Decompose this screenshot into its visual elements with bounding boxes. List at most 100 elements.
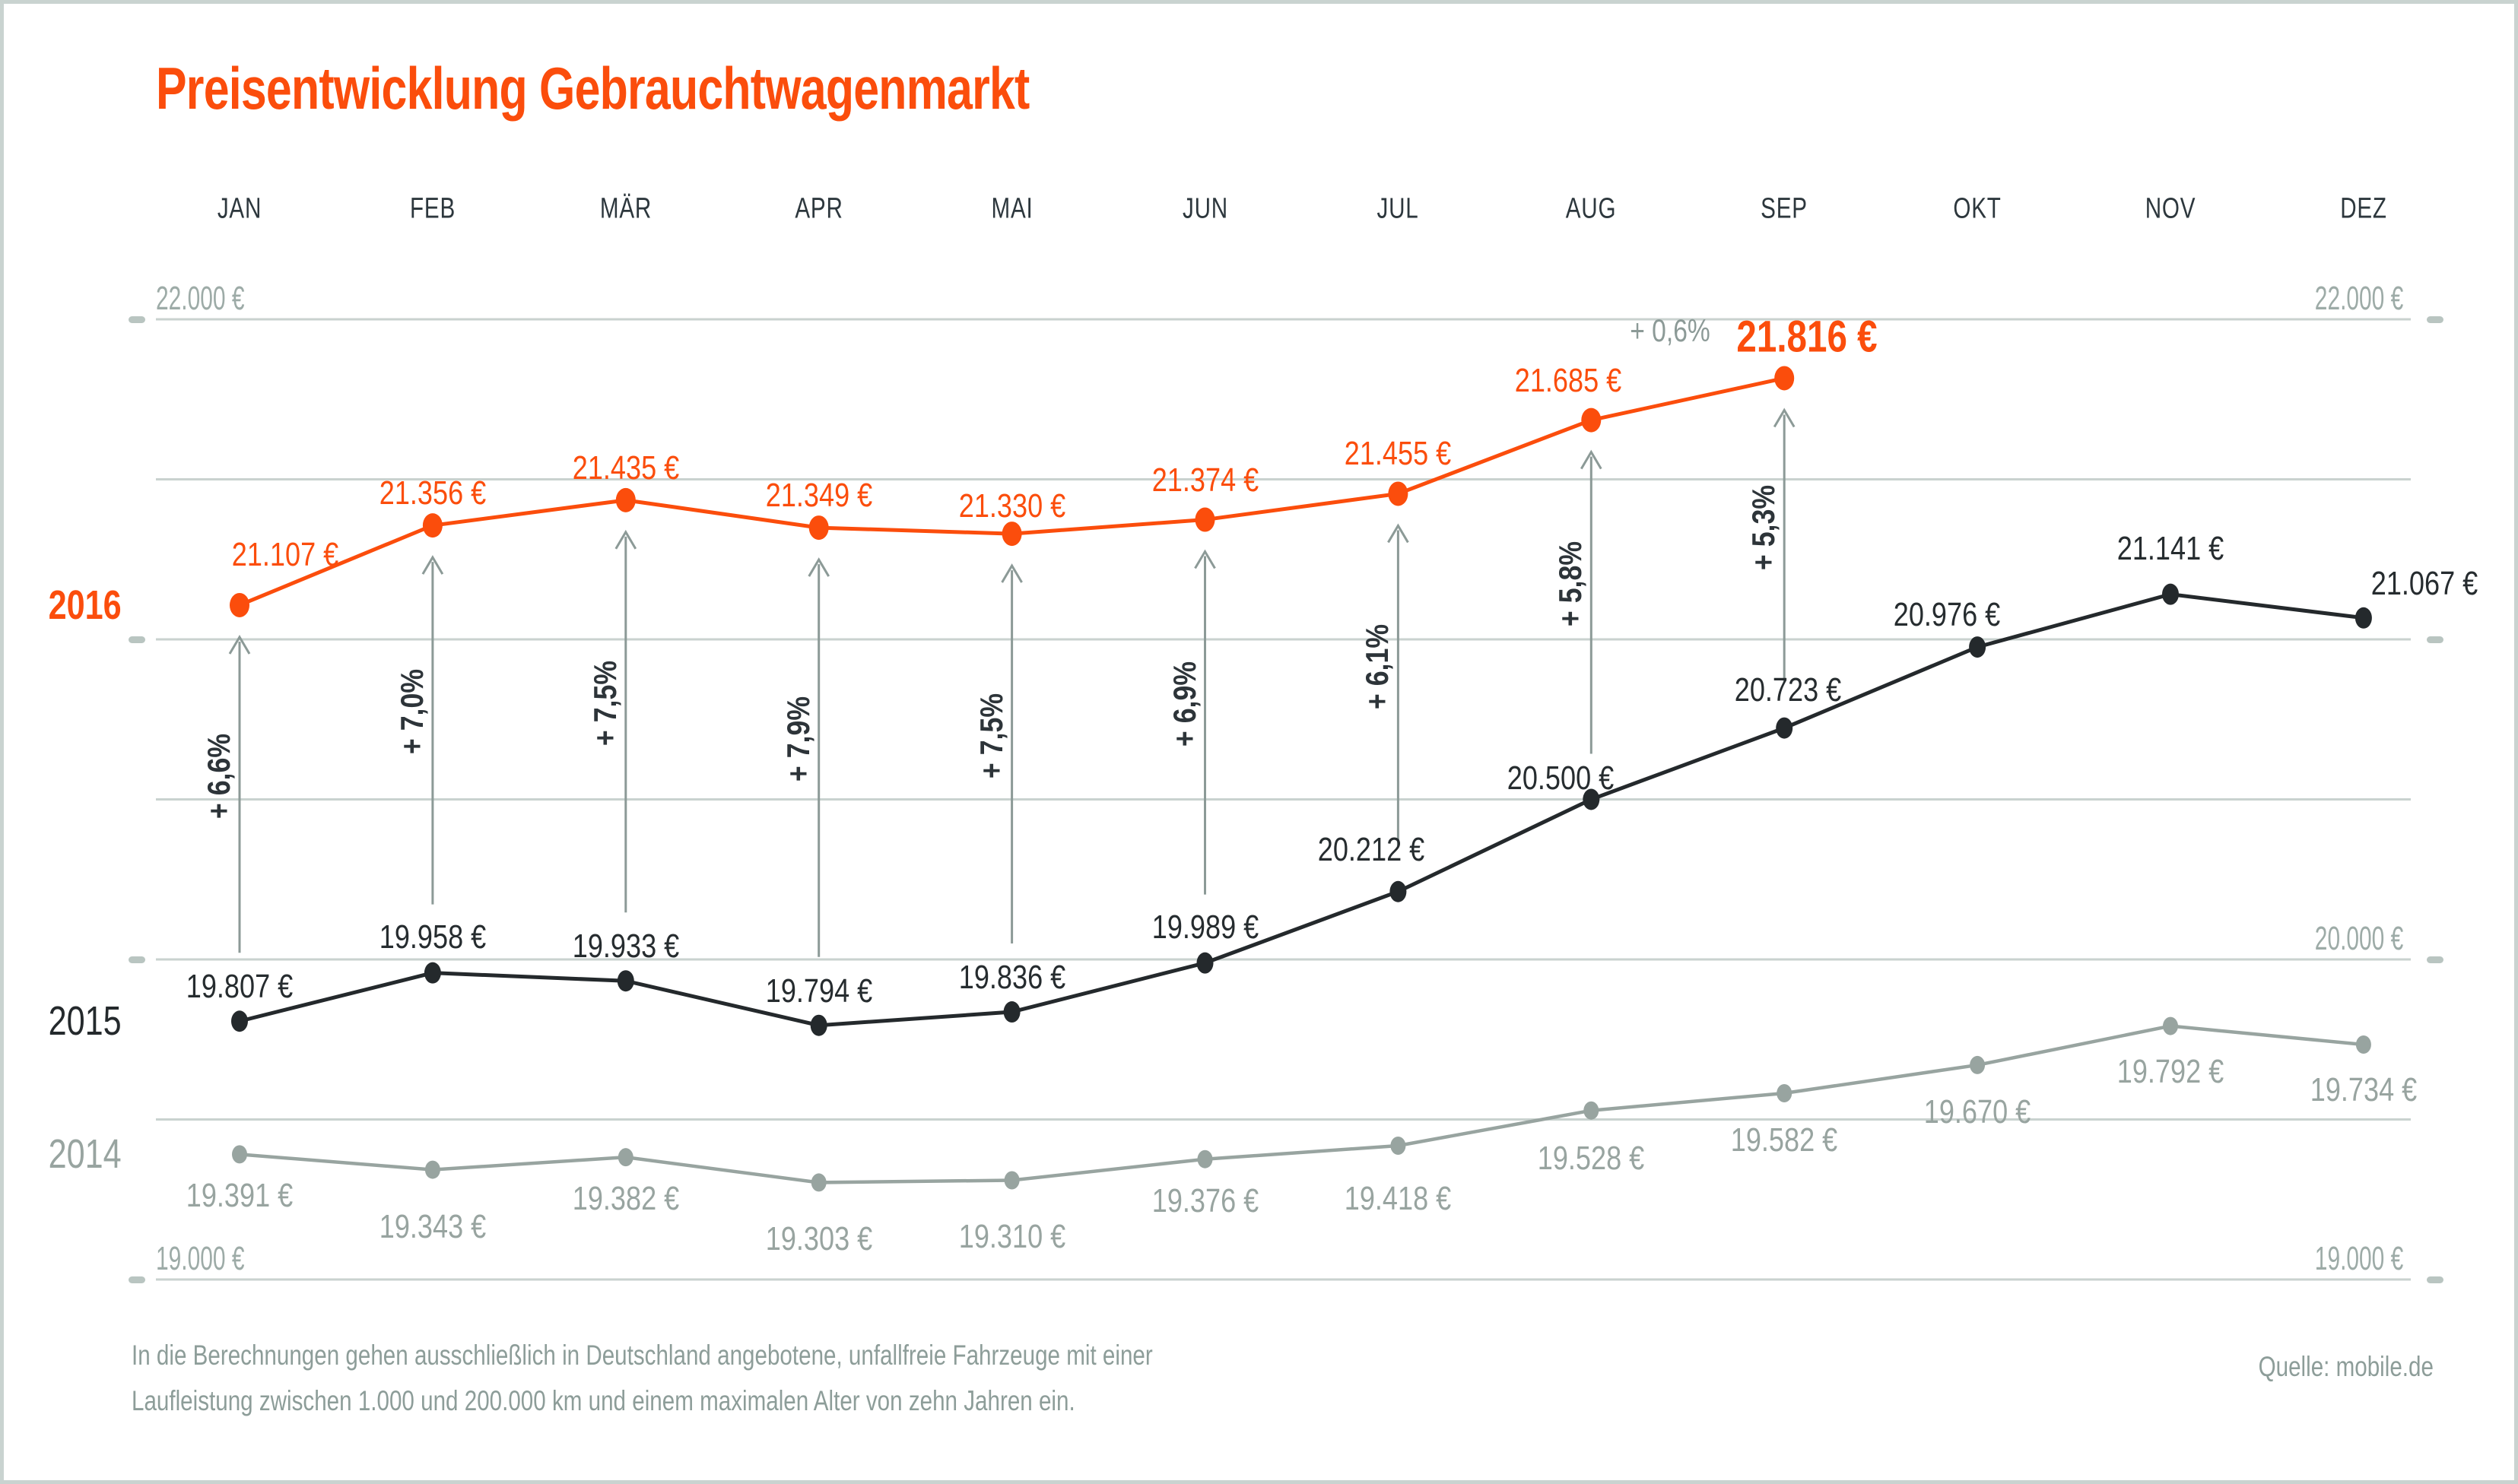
yoy-percent-label: + 6,6% — [201, 733, 237, 819]
footnote: In die Berechnungen gehen ausschließlich… — [132, 1333, 1153, 1424]
month-label-DEZ: DEZ — [2340, 192, 2387, 225]
yoy-arrow-head — [421, 555, 444, 575]
yoy-percent-label: + 7,0% — [393, 669, 430, 755]
point-2016-JAN — [230, 592, 249, 617]
value-label-2016-APR: 21.349 € — [765, 477, 872, 515]
axis-label-left: 19.000 € — [156, 1240, 245, 1277]
point-2015-APR — [810, 1014, 827, 1036]
point-2015-NOV — [2162, 583, 2179, 605]
point-2016-JUN — [1195, 507, 1215, 532]
value-label-2015-DEZ: 21.067 € — [2370, 564, 2478, 602]
axis-tick-left — [129, 956, 145, 963]
value-label-2015-FEB: 19.958 € — [379, 918, 487, 956]
yoy-percent-label: + 5,3% — [1745, 484, 1782, 570]
series-label-2015: 2015 — [48, 998, 122, 1044]
line-2014 — [239, 1024, 2364, 1184]
point-2016-FEB — [422, 513, 443, 538]
point-2016-APR — [808, 515, 829, 541]
value-label-2014-MAI: 19.310 € — [958, 1218, 1065, 1256]
month-label-FEB: FEB — [409, 192, 456, 225]
value-label-2016-JUL: 21.455 € — [1345, 435, 1452, 473]
value-label-2015-JUN: 19.989 € — [1151, 908, 1259, 946]
axis-tick-right — [2427, 956, 2443, 963]
yoy-arrow-head — [808, 557, 830, 577]
value-label-2014-FEB: 19.343 € — [379, 1207, 487, 1245]
value-label-2015-MAI: 19.836 € — [958, 959, 1065, 997]
value-label-2015-SEP: 20.723 € — [1734, 671, 1842, 709]
yoy-arrow-head — [1580, 449, 1602, 470]
yoy-percent-label: + 7,9% — [780, 696, 816, 782]
value-label-2014-DEZ: 19.734 € — [2310, 1070, 2418, 1108]
point-2015-DEZ — [2354, 607, 2372, 629]
value-label-2016-JAN: 21.107 € — [231, 535, 339, 573]
value-label-2014-AUG: 19.528 € — [1538, 1139, 1645, 1177]
page-title: Preisentwicklung Gebrauchtwagenmarkt — [156, 55, 1030, 122]
value-label-2014-NOV: 19.792 € — [2116, 1052, 2224, 1090]
month-label-SEP: SEP — [1761, 192, 1808, 225]
point-2015-JUN — [1196, 952, 1214, 974]
yoy-arrow-head — [1387, 523, 1409, 544]
value-label-2014-JUN: 19.376 € — [1151, 1181, 1259, 1219]
value-label-2015-AUG: 20.500 € — [1507, 759, 1615, 797]
yoy-arrow-head — [614, 529, 637, 550]
month-label-AUG: AUG — [1566, 192, 1617, 225]
point-2014-MÄR — [618, 1148, 633, 1167]
point-2014-NOV — [2163, 1016, 2178, 1035]
point-2015-AUG — [1583, 788, 1600, 810]
point-2015-FEB — [424, 962, 441, 984]
yoy-percent-label: + 6,9% — [1166, 661, 1202, 747]
value-label-2014-OKT: 19.670 € — [1923, 1092, 2031, 1130]
value-label-2015-JAN: 19.807 € — [186, 968, 294, 1006]
value-label-2016-MÄR: 21.435 € — [572, 449, 680, 487]
footnote-line-2: Laufleistung zwischen 1.000 und 200.000 … — [132, 1385, 1075, 1416]
value-label-2016-FEB: 21.356 € — [379, 474, 487, 512]
point-2014-JAN — [232, 1145, 247, 1164]
value-label-2014-MÄR: 19.382 € — [572, 1180, 680, 1218]
point-2014-DEZ — [2355, 1035, 2371, 1054]
point-2014-JUL — [1390, 1137, 1406, 1156]
axis-tick-left — [129, 316, 145, 323]
point-2015-OKT — [1969, 636, 1986, 658]
yoy-arrow-head — [1194, 549, 1216, 569]
month-label-NOV: NOV — [2145, 192, 2196, 225]
point-2014-SEP — [1777, 1083, 1792, 1102]
point-2014-AUG — [1583, 1101, 1599, 1120]
yoy-arrow-head — [228, 635, 251, 655]
axis-tick-left — [129, 1276, 145, 1283]
value-label-2014-APR: 19.303 € — [765, 1220, 872, 1258]
month-label-JUN: JUN — [1182, 192, 1228, 225]
axis-label-right: 19.000 € — [2314, 1240, 2403, 1277]
value-label-2014-JAN: 19.391 € — [186, 1177, 294, 1215]
axis-label-right: 22.000 € — [2314, 280, 2403, 317]
series-label-2016: 2016 — [48, 582, 122, 628]
month-over-month-change-label: + 0,6% — [1630, 312, 1710, 348]
point-2015-MÄR — [617, 970, 634, 992]
source-label: Quelle: mobile.de — [2258, 1351, 2434, 1382]
point-2015-MAI — [1003, 1001, 1021, 1023]
point-2015-SEP — [1776, 717, 1793, 739]
value-label-2016-AUG: 21.685 € — [1515, 361, 1622, 399]
value-label-2015-NOV: 21.141 € — [2116, 529, 2224, 567]
yoy-arrow-head — [1773, 407, 1796, 428]
series-label-2014: 2014 — [48, 1131, 122, 1177]
yoy-percent-label: + 7,5% — [973, 693, 1009, 778]
axis-tick-right — [2427, 636, 2443, 643]
value-label-2016-MAI: 21.330 € — [958, 487, 1065, 525]
point-2016-MAI — [1002, 522, 1022, 547]
value-label-2015-APR: 19.794 € — [765, 972, 872, 1010]
point-2014-APR — [811, 1173, 827, 1192]
line-2015 — [239, 592, 2364, 1028]
value-label-2015-MÄR: 19.933 € — [572, 928, 680, 966]
axis-label-right: 20.000 € — [2314, 920, 2403, 957]
month-label-APR: APR — [795, 192, 843, 225]
month-label-JUL: JUL — [1376, 192, 1419, 225]
month-label-OKT: OKT — [1953, 192, 2002, 225]
point-2014-FEB — [424, 1160, 440, 1179]
value-label-2015-OKT: 20.976 € — [1893, 596, 2001, 634]
yoy-percent-label: + 6,1% — [1359, 624, 1396, 710]
point-2015-JUL — [1389, 880, 1407, 902]
point-2016-AUG — [1581, 407, 1602, 433]
month-label-MAI: MAI — [991, 192, 1034, 225]
point-2014-OKT — [1970, 1055, 1986, 1074]
point-2016-JUL — [1388, 481, 1408, 506]
